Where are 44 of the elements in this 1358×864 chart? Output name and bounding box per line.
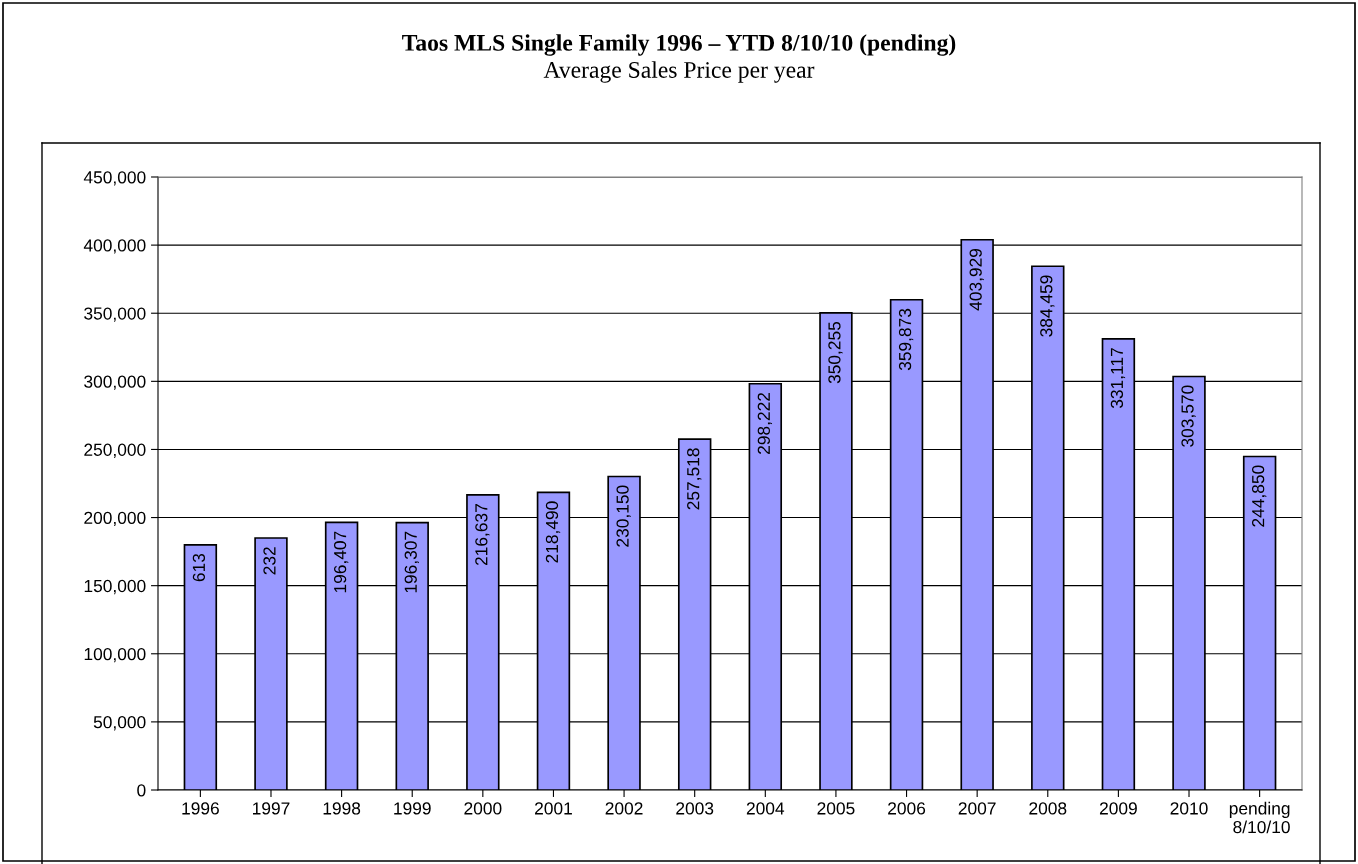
- data-label: 257,518: [687, 448, 702, 510]
- x-tick-label: 2005: [817, 802, 855, 815]
- data-label: 331,117: [1110, 348, 1126, 409]
- x-tick-label: 2000: [464, 802, 502, 815]
- data-label: 218,490: [545, 501, 561, 563]
- x-tick-label: 2004: [746, 802, 785, 815]
- data-label: 350,255: [828, 321, 843, 384]
- x-tick-label: pending 8/10/10: [1229, 801, 1290, 834]
- data-label: 303,570: [1181, 385, 1196, 447]
- y-tick-label: 450,000: [83, 171, 146, 186]
- chart-subtitle: Average Sales Price per year: [543, 61, 815, 83]
- data-label: 298,222: [757, 392, 773, 454]
- y-tick-label: 300,000: [84, 375, 146, 390]
- x-tick-label: 2007: [958, 802, 996, 815]
- y-tick-label: 0: [137, 784, 146, 797]
- data-label: 216,637: [475, 504, 490, 566]
- x-tick-label: 1998: [323, 802, 361, 815]
- x-tick-label: 1997: [253, 802, 290, 815]
- chart-title: Taos MLS Single Family 1996 – YTD 8/10/10 (pending): [402, 34, 956, 56]
- x-tick-label: 2010: [1170, 802, 1208, 815]
- x-tick-label: 2008: [1029, 802, 1067, 815]
- y-tick-label: 150,000: [84, 579, 146, 595]
- y-tick-label: 100,000: [84, 647, 146, 663]
- data-label: 384,459: [1040, 275, 1055, 337]
- x-tick-label: 1999: [394, 802, 431, 815]
- annotation: 232: [263, 547, 276, 575]
- y-tick-label: 250,000: [84, 443, 146, 458]
- data-label: 230,150: [616, 485, 631, 547]
- y-tick-label: 350,000: [84, 307, 146, 322]
- x-tick-label: 1996: [182, 802, 219, 815]
- data-label: 196,407: [333, 531, 349, 593]
- data-label: 403,929: [969, 248, 984, 311]
- data-label: 196,307: [404, 531, 419, 593]
- data-label: 244,850: [1252, 465, 1267, 527]
- annotation: 613: [192, 553, 206, 582]
- y-tick-label: 400,000: [83, 239, 146, 254]
- y-tick-label: 50,000: [93, 716, 146, 731]
- x-tick-label: 2006: [888, 802, 926, 815]
- x-tick-label: 2001: [535, 802, 572, 815]
- data-label: 359,873: [898, 308, 914, 371]
- x-tick-label: 2002: [605, 802, 643, 815]
- y-tick-label: 200,000: [84, 511, 146, 527]
- x-tick-label: 2009: [1099, 802, 1137, 815]
- x-tick-label: 2003: [676, 802, 714, 815]
